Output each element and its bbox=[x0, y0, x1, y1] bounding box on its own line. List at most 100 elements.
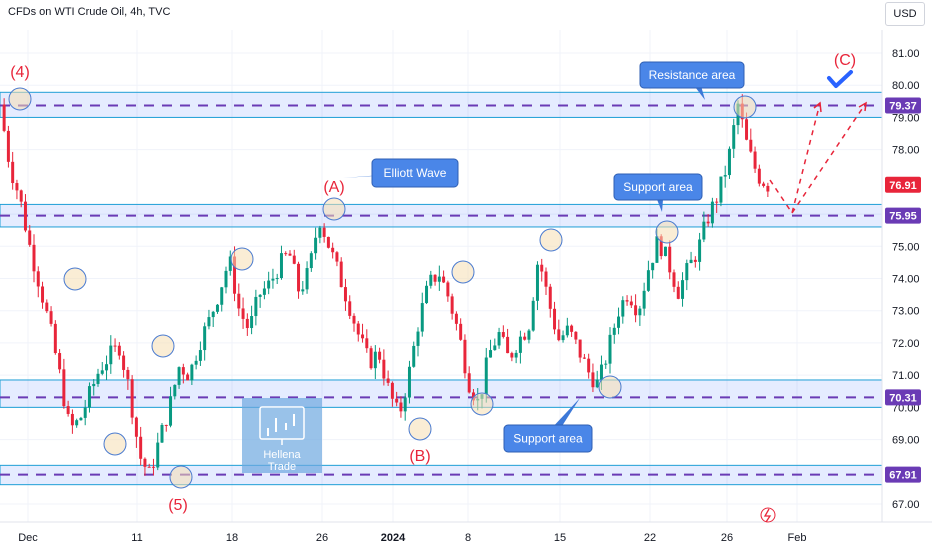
wave-label: (5) bbox=[168, 497, 188, 514]
pivot-circle-5 bbox=[230, 247, 254, 271]
candle-body bbox=[719, 176, 723, 203]
candle-body bbox=[53, 323, 57, 354]
callout-text-2: Support area bbox=[623, 180, 693, 194]
candle-body bbox=[378, 351, 382, 360]
projection-line-1 bbox=[769, 102, 821, 215]
candle-body bbox=[591, 372, 595, 388]
candle-body bbox=[454, 313, 458, 324]
candle-body bbox=[36, 271, 40, 287]
candle-body bbox=[322, 227, 326, 237]
candle-body bbox=[143, 458, 147, 467]
lightning-bolt bbox=[763, 508, 772, 523]
candle-body bbox=[96, 373, 100, 384]
candle-body bbox=[169, 396, 173, 426]
currency-button[interactable]: USD bbox=[885, 2, 925, 26]
time-axis[interactable]: Dec 11 18 26 2024 8 15 22 26 Feb bbox=[0, 507, 932, 544]
candle-body bbox=[173, 384, 177, 397]
candle-body bbox=[612, 327, 616, 335]
candle-body bbox=[766, 185, 770, 192]
candle-body bbox=[339, 261, 343, 288]
candle-body bbox=[147, 466, 151, 468]
current-price-tag bbox=[885, 176, 921, 193]
candle-body bbox=[638, 308, 642, 316]
callout-box-2 bbox=[613, 173, 703, 201]
candle-body bbox=[369, 348, 373, 369]
candle-body bbox=[117, 345, 121, 356]
chart-title: CFDs on WTI Crude Oil, 4h, TVC bbox=[8, 6, 171, 18]
candle-body bbox=[399, 402, 403, 412]
candle-body bbox=[83, 407, 87, 418]
candle-body bbox=[314, 237, 318, 254]
candle-body bbox=[113, 345, 117, 347]
candle-body bbox=[305, 268, 309, 290]
price-axis[interactable]: 67.0069.0070.0071.0072.0073.0074.0075.00… bbox=[881, 30, 932, 522]
candle-body bbox=[433, 274, 437, 282]
candle-body bbox=[425, 285, 429, 304]
level-price-tag bbox=[885, 389, 921, 406]
watermark-text-2: Trade bbox=[268, 461, 296, 473]
candle-body bbox=[275, 278, 279, 280]
candlestick-series bbox=[2, 94, 770, 476]
wave-label: (B) bbox=[409, 448, 430, 465]
pivot-circles bbox=[8, 87, 757, 489]
candle-body bbox=[493, 345, 497, 351]
candle-body bbox=[535, 264, 539, 301]
candle-body bbox=[587, 358, 591, 373]
candle-body bbox=[514, 352, 518, 358]
candle-body bbox=[527, 330, 531, 340]
projection-arrowhead-1 bbox=[813, 101, 822, 113]
candle-body bbox=[706, 221, 710, 224]
wave-label: (A) bbox=[323, 179, 344, 196]
candle-body bbox=[749, 139, 753, 152]
pivot-circle-6 bbox=[322, 197, 346, 221]
candle-body bbox=[395, 398, 399, 403]
callouts: Resistance area Elliott Wave Support area S… bbox=[343, 61, 745, 453]
candle-body bbox=[301, 289, 305, 292]
price-tick-label: 81.00 bbox=[892, 48, 920, 60]
callout-box-3 bbox=[503, 424, 593, 453]
callout-text-3: Support area bbox=[513, 432, 583, 446]
candle-body bbox=[757, 168, 761, 184]
candle-body bbox=[523, 336, 527, 340]
projection-line-2 bbox=[791, 102, 867, 214]
candle-body bbox=[382, 359, 386, 379]
candle-body bbox=[19, 190, 23, 202]
callout-box-1 bbox=[371, 158, 459, 188]
candle-body bbox=[702, 221, 706, 240]
pivot-circle-8 bbox=[451, 260, 475, 284]
candle-body bbox=[599, 364, 603, 380]
candle-body bbox=[352, 315, 356, 324]
candle-body bbox=[62, 369, 66, 407]
pivot-circle-3 bbox=[151, 334, 175, 358]
pivot-circle-10 bbox=[539, 228, 563, 252]
candle-body bbox=[506, 336, 510, 354]
candle-body bbox=[156, 442, 160, 468]
time-tick-label: 8 bbox=[465, 532, 471, 544]
level-price-label: 79.37 bbox=[889, 101, 917, 113]
candle-body bbox=[254, 296, 258, 317]
candle-body bbox=[582, 357, 586, 359]
candle-body bbox=[23, 201, 27, 231]
candle-body bbox=[617, 316, 621, 328]
time-tick-label: 26 bbox=[721, 532, 733, 544]
candle-body bbox=[160, 424, 164, 443]
candle-body bbox=[245, 318, 249, 329]
candle-body bbox=[49, 311, 53, 324]
candle-body bbox=[544, 271, 548, 287]
candle-body bbox=[122, 355, 126, 370]
pivot-circle-9 bbox=[470, 392, 494, 416]
candle-body bbox=[361, 334, 365, 339]
lightning-icon[interactable] bbox=[760, 507, 776, 523]
candle-body bbox=[66, 406, 70, 414]
candle-body bbox=[501, 332, 505, 337]
candle-body bbox=[386, 378, 390, 383]
candle-body bbox=[608, 334, 612, 364]
price-tick-label: 78.00 bbox=[892, 145, 920, 157]
time-tick-label: 11 bbox=[131, 532, 142, 544]
candle-body bbox=[215, 304, 219, 312]
candle-body bbox=[11, 161, 15, 184]
time-tick-label: Dec bbox=[18, 532, 38, 544]
candle-body bbox=[548, 286, 552, 309]
